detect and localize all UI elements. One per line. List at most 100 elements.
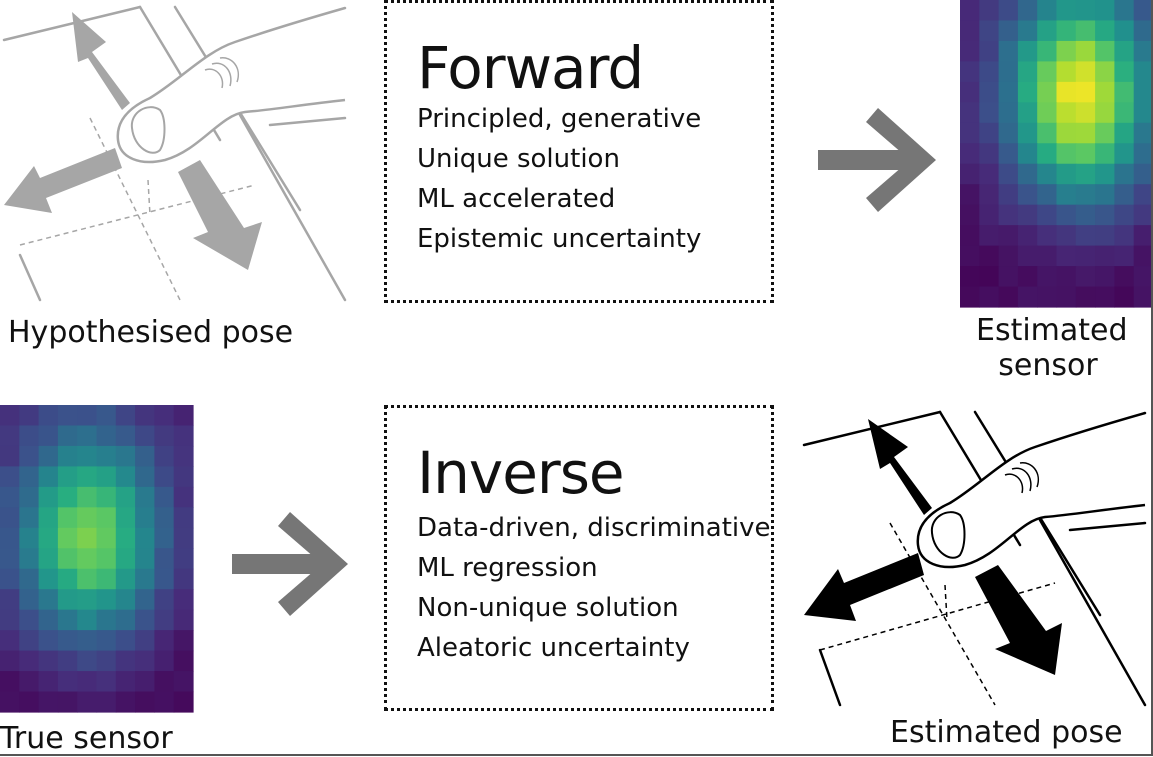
- heatmap-cell: [1133, 163, 1153, 185]
- heatmap-cell: [96, 691, 117, 713]
- heatmap-cell: [1056, 81, 1077, 103]
- heatmap-cell: [57, 425, 78, 447]
- heatmap-cell: [19, 609, 40, 631]
- heatmap-cell: [1095, 143, 1115, 165]
- heatmap-cell: [1095, 0, 1115, 22]
- forward-title: Forward: [417, 34, 644, 102]
- heatmap-cell: [154, 568, 175, 590]
- heatmap-cell: [115, 650, 136, 672]
- inverse-point: Aleatoric uncertainty: [417, 633, 690, 663]
- heatmap-cell: [173, 527, 194, 549]
- heatmap-cell: [38, 609, 59, 631]
- heatmap-cell: [77, 568, 98, 590]
- arrow-up-left-icon: [868, 419, 932, 515]
- heatmap-cell: [57, 568, 78, 590]
- heatmap-cell: [0, 609, 20, 631]
- heatmap-cell: [115, 445, 136, 467]
- heatmap-cell: [77, 466, 98, 488]
- heatmap-cell: [154, 466, 175, 488]
- heatmap-cell: [998, 81, 1019, 103]
- heatmap-cell: [115, 589, 136, 611]
- heatmap-cell: [115, 691, 136, 713]
- heatmap-cell: [0, 445, 20, 467]
- forward-point: ML accelerated: [417, 184, 616, 214]
- heatmap-cell: [173, 405, 194, 427]
- heatmap-cell: [96, 568, 117, 590]
- heatmap-cell: [135, 405, 155, 427]
- heatmap-cell: [19, 507, 40, 529]
- heatmap-cell: [979, 61, 1000, 83]
- heatmap-cell: [77, 609, 98, 631]
- heatmap-cell: [1056, 286, 1077, 308]
- heatmap-cell: [0, 548, 20, 570]
- hypothesised-pose-drawing: [2, 5, 347, 302]
- heatmap-cell: [960, 61, 980, 83]
- heatmap-cell: [96, 589, 117, 611]
- heatmap-cell: [96, 671, 117, 693]
- estimated-sensor-label: Estimated sensor: [976, 313, 1128, 383]
- heatmap-cell: [57, 507, 78, 529]
- inverse-point: Data-driven, discriminative: [417, 513, 771, 543]
- heatmap-cell: [1114, 81, 1135, 103]
- heatmap-cell: [38, 466, 59, 488]
- heatmap-cell: [1095, 184, 1115, 206]
- heatmap-cell: [1017, 143, 1038, 165]
- heatmap-cell: [38, 486, 59, 508]
- heatmap-cell: [57, 486, 78, 508]
- heatmap-cell: [1114, 61, 1135, 83]
- heatmap-cell: [19, 445, 40, 467]
- heatmap-cell: [96, 548, 117, 570]
- heatmap-cell: [173, 691, 194, 713]
- heatmap-cell: [1114, 245, 1135, 267]
- heatmap-cell: [135, 507, 155, 529]
- heatmap-cell: [998, 122, 1019, 144]
- heatmap-cell: [135, 671, 155, 693]
- heatmap-cell: [38, 425, 59, 447]
- heatmap-cell: [96, 527, 117, 549]
- heatmap-cell: [19, 425, 40, 447]
- heatmap-cell: [96, 486, 117, 508]
- heatmap-cell: [998, 266, 1019, 288]
- forward-points: Principled, generative Unique solution M…: [417, 99, 701, 259]
- arrow-up-left-icon: [72, 12, 130, 110]
- heatmap-cell: [135, 630, 155, 652]
- heatmap-cell: [1095, 81, 1115, 103]
- heatmap-cell: [960, 163, 980, 185]
- heatmap-cell: [77, 527, 98, 549]
- heatmap-cell: [135, 650, 155, 672]
- heatmap-cell: [0, 527, 20, 549]
- heatmap-cell: [998, 286, 1019, 308]
- heatmap-cell: [115, 630, 136, 652]
- heatmap-cell: [1133, 61, 1153, 83]
- heatmap-cell: [57, 650, 78, 672]
- forward-point: Unique solution: [417, 144, 620, 174]
- heatmap-cell: [998, 102, 1019, 124]
- heatmap-cell: [1017, 102, 1038, 124]
- heatmap-cell: [154, 650, 175, 672]
- heatmap-cell: [1075, 225, 1096, 247]
- heatmap-cell: [135, 486, 155, 508]
- heatmap-cell: [77, 486, 98, 508]
- heatmap-cell: [998, 184, 1019, 206]
- heatmap-cell: [1114, 163, 1135, 185]
- arrow-down-right-icon: [178, 160, 262, 270]
- heatmap-cell: [135, 691, 155, 713]
- heatmap-cell: [19, 548, 40, 570]
- heatmap-cell: [1095, 61, 1115, 83]
- heatmap-cell: [960, 122, 980, 144]
- heatmap-cell: [1095, 204, 1115, 226]
- heatmap-cell: [1017, 40, 1038, 62]
- heatmap-cell: [173, 630, 194, 652]
- heatmap-cell: [115, 568, 136, 590]
- heatmap-cell: [1037, 204, 1058, 226]
- heatmap-cell: [154, 445, 175, 467]
- heatmap-cell: [960, 286, 980, 308]
- heatmap-cell: [0, 589, 20, 611]
- heatmap-cell: [96, 445, 117, 467]
- heatmap-cell: [135, 466, 155, 488]
- heatmap-cell: [960, 245, 980, 267]
- heatmap-cell: [0, 486, 20, 508]
- heatmap-cell: [960, 225, 980, 247]
- heatmap-cell: [115, 609, 136, 631]
- heatmap-cell: [1075, 184, 1096, 206]
